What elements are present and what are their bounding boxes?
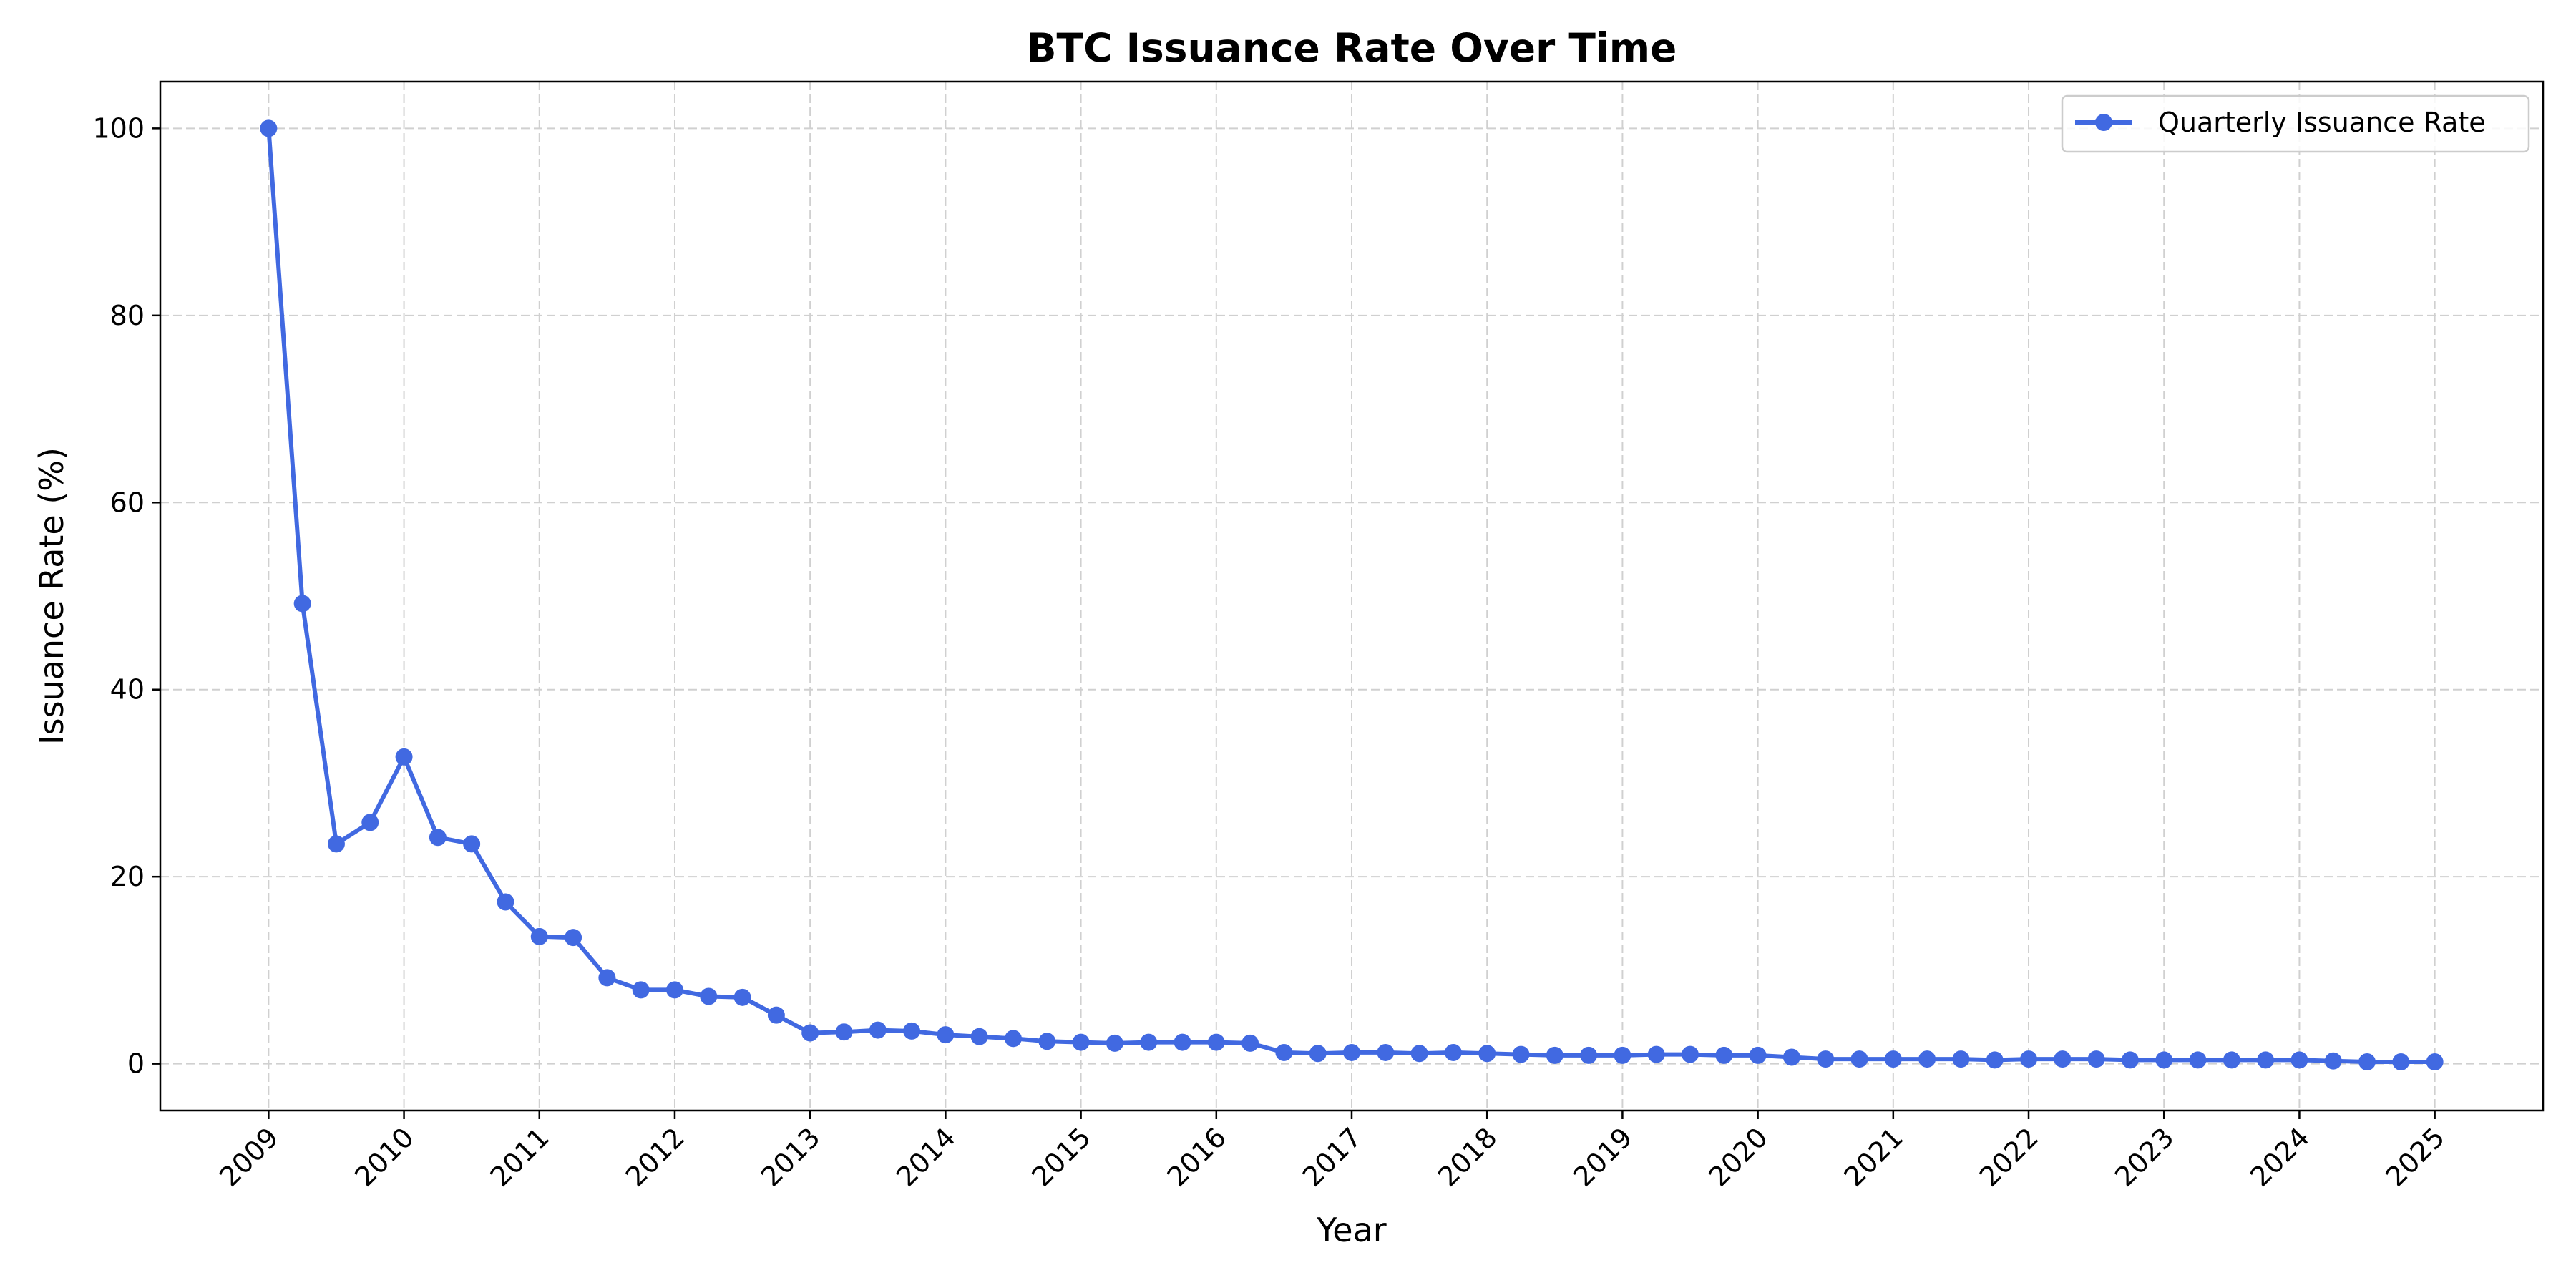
data-point[interactable] xyxy=(1782,1048,1800,1066)
data-point[interactable] xyxy=(293,595,311,613)
data-point[interactable] xyxy=(1478,1045,1496,1063)
data-point[interactable] xyxy=(1952,1050,1970,1068)
data-point[interactable] xyxy=(903,1022,921,1040)
data-point[interactable] xyxy=(1546,1046,1563,1064)
data-point[interactable] xyxy=(598,969,616,987)
data-point[interactable] xyxy=(632,981,650,999)
data-point[interactable] xyxy=(1410,1045,1428,1063)
data-point[interactable] xyxy=(937,1026,955,1044)
data-point[interactable] xyxy=(2358,1053,2376,1071)
data-point[interactable] xyxy=(1614,1046,1631,1064)
data-point[interactable] xyxy=(1241,1034,1259,1052)
data-point[interactable] xyxy=(1715,1046,1733,1064)
data-point[interactable] xyxy=(565,929,582,947)
y-axis: 0 20 40 60 80 100 xyxy=(92,112,160,1080)
data-point[interactable] xyxy=(1884,1050,1902,1068)
data-point[interactable] xyxy=(1918,1050,1936,1068)
data-point[interactable] xyxy=(2087,1050,2105,1068)
data-point[interactable] xyxy=(429,829,447,847)
data-point[interactable] xyxy=(700,987,718,1005)
chart-title: BTC Issuance Rate Over Time xyxy=(1027,25,1677,71)
data-point[interactable] xyxy=(835,1023,853,1041)
data-point[interactable] xyxy=(361,814,379,831)
data-point[interactable] xyxy=(1072,1033,1090,1051)
y-tick-label: 60 xyxy=(110,487,145,518)
data-point[interactable] xyxy=(665,981,683,999)
data-point[interactable] xyxy=(1106,1034,1123,1052)
legend-label-quarterly-issuance-rate: Quarterly Issuance Rate xyxy=(2158,107,2486,138)
data-point[interactable] xyxy=(2121,1051,2139,1069)
data-point[interactable] xyxy=(1682,1045,1699,1063)
data-point[interactable] xyxy=(1986,1051,2004,1069)
data-point[interactable] xyxy=(1850,1050,1868,1068)
data-point[interactable] xyxy=(1309,1045,1327,1063)
data-point[interactable] xyxy=(1647,1045,1665,1063)
data-point[interactable] xyxy=(260,119,278,137)
data-point[interactable] xyxy=(463,835,481,853)
legend-frame xyxy=(2061,94,2530,153)
data-point[interactable] xyxy=(2189,1051,2207,1069)
data-point[interactable] xyxy=(1004,1030,1022,1048)
y-tick-label: 20 xyxy=(110,861,145,892)
y-tick-label: 80 xyxy=(110,300,145,331)
data-point[interactable] xyxy=(2054,1050,2072,1068)
data-point[interactable] xyxy=(1749,1046,1767,1064)
y-axis-label: Issuance Rate (%) xyxy=(32,447,71,745)
data-point[interactable] xyxy=(2223,1051,2240,1069)
data-point[interactable] xyxy=(395,748,413,766)
y-tick-label: 100 xyxy=(92,112,145,144)
data-point[interactable] xyxy=(2392,1053,2410,1071)
data-point[interactable] xyxy=(1174,1033,1191,1051)
data-point[interactable] xyxy=(1343,1043,1360,1061)
data-point[interactable] xyxy=(2020,1050,2038,1068)
data-point[interactable] xyxy=(2426,1053,2444,1071)
data-point[interactable] xyxy=(801,1024,819,1042)
data-point[interactable] xyxy=(2155,1051,2173,1069)
data-point[interactable] xyxy=(1580,1046,1598,1064)
data-point[interactable] xyxy=(1377,1043,1395,1061)
y-tick-label: 0 xyxy=(127,1048,145,1080)
data-point[interactable] xyxy=(1140,1033,1158,1051)
legend[interactable]: Quarterly Issuance Rate xyxy=(2061,94,2530,153)
data-point[interactable] xyxy=(767,1006,785,1024)
data-point[interactable] xyxy=(869,1021,887,1039)
data-point[interactable] xyxy=(1207,1033,1225,1051)
legend-marker-swatch xyxy=(2095,114,2112,131)
data-point[interactable] xyxy=(327,835,345,853)
y-tick-label: 40 xyxy=(110,674,145,706)
data-point[interactable] xyxy=(2257,1051,2275,1069)
data-point[interactable] xyxy=(1038,1033,1056,1050)
data-point[interactable] xyxy=(970,1028,988,1045)
data-point[interactable] xyxy=(1512,1045,1530,1063)
grid xyxy=(160,82,2543,1111)
data-point[interactable] xyxy=(2290,1051,2308,1069)
data-point[interactable] xyxy=(733,988,751,1006)
data-point[interactable] xyxy=(1817,1050,1835,1068)
data-point[interactable] xyxy=(2324,1052,2342,1070)
data-point[interactable] xyxy=(1444,1043,1462,1061)
series-layer xyxy=(260,119,2444,1071)
x-axis-label: Year xyxy=(1316,1211,1386,1249)
data-point[interactable] xyxy=(497,893,514,911)
data-point[interactable] xyxy=(530,927,548,945)
data-point[interactable] xyxy=(1275,1043,1293,1061)
